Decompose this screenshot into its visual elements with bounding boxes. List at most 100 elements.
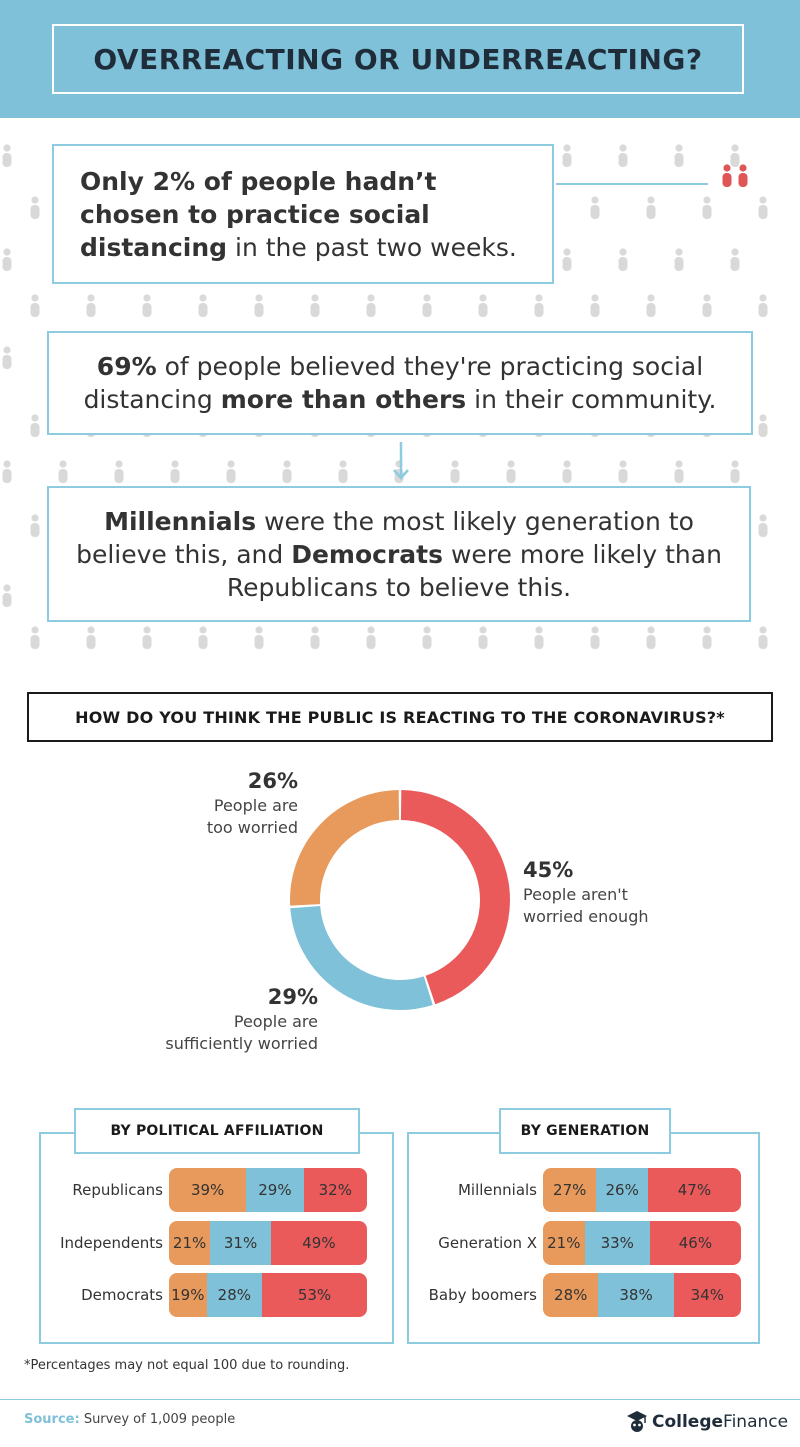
person-icon xyxy=(758,294,768,317)
stacked-bar: 28% 38% 34% xyxy=(543,1273,741,1317)
person-icon xyxy=(226,460,236,483)
person-icon xyxy=(170,460,180,483)
person-icon xyxy=(422,626,432,649)
person-icon xyxy=(86,626,96,649)
question-title: HOW DO YOU THINK THE PUBLIC IS REACTING … xyxy=(75,707,725,727)
donut-label-line1: People are xyxy=(213,796,298,815)
person-icon xyxy=(758,514,768,537)
stat3-bold-democrats: Democrats xyxy=(291,540,444,569)
person-icon xyxy=(2,584,12,607)
panel-title-political: BY POLITICAL AFFILIATION xyxy=(74,1108,360,1154)
bar-segment: 28% xyxy=(206,1273,263,1317)
bar-segment: 38% xyxy=(598,1273,674,1317)
person-icon xyxy=(730,460,740,483)
person-icon-highlight xyxy=(738,164,748,187)
donut-label-pct: 29% xyxy=(267,985,318,1009)
person-icon xyxy=(198,294,208,317)
stat-box-more-than-others: 69% of people believed they're practicin… xyxy=(47,331,753,435)
graduation-cap-icon xyxy=(627,1411,647,1432)
stat3-bold-millennials: Millennials xyxy=(104,507,257,536)
person-icon xyxy=(366,294,376,317)
person-icon xyxy=(758,626,768,649)
person-icon xyxy=(590,196,600,219)
bar-segment: 49% xyxy=(270,1221,367,1265)
donut-slice-0 xyxy=(400,790,510,1005)
panel-title-generation: BY GENERATION xyxy=(499,1108,671,1154)
person-icon xyxy=(450,460,460,483)
bar-segment: 31% xyxy=(210,1221,271,1265)
donut-label-pct: 45% xyxy=(523,858,574,882)
stat2-bold-phrase: more than others xyxy=(220,385,467,414)
person-icon xyxy=(142,626,152,649)
donut-chart xyxy=(290,790,510,1010)
header-title-box: OVERREACTING OR UNDERREACTING? xyxy=(52,24,744,94)
source-label: Source: xyxy=(24,1412,80,1427)
donut-label-not-enough: 45% People aren't worried enough xyxy=(523,856,723,928)
stat2-text-mid: of people believed they're practicing so… xyxy=(83,352,704,414)
person-icon xyxy=(646,626,656,649)
political-affiliation-panel: BY POLITICAL AFFILIATION Republicans 39% 2… xyxy=(39,1108,394,1344)
brand-logo: CollegeFinance xyxy=(626,1408,788,1436)
donut-label-sufficient: 29% People are sufficiently worried xyxy=(100,983,318,1055)
person-icon xyxy=(702,626,712,649)
person-icon xyxy=(30,196,40,219)
person-icon xyxy=(58,460,68,483)
brand-name: CollegeFinance xyxy=(652,1412,788,1432)
stat-box-millennials-democrats: Millennials were the most likely generat… xyxy=(47,486,751,622)
bar-segment: 21% xyxy=(543,1221,585,1265)
row-label: Generation X xyxy=(438,1234,537,1252)
person-icon xyxy=(730,144,740,167)
person-icon xyxy=(2,346,12,369)
question-box: HOW DO YOU THINK THE PUBLIC IS REACTING … xyxy=(27,692,773,742)
generation-panel: BY GENERATION Millennials 27% 26% 47% Genera… xyxy=(407,1108,760,1344)
stacked-bar: 21% 33% 46% xyxy=(543,1221,741,1265)
bar-segment: 47% xyxy=(647,1168,741,1212)
person-icon xyxy=(674,248,684,271)
person-icon xyxy=(254,626,264,649)
footer-divider xyxy=(0,1399,800,1400)
bar-segment: 29% xyxy=(246,1168,304,1212)
person-icon xyxy=(2,248,12,271)
person-icon xyxy=(282,460,292,483)
person-icon xyxy=(198,626,208,649)
stacked-bar: 19% 28% 53% xyxy=(169,1273,367,1317)
bar-segment: 33% xyxy=(584,1221,650,1265)
stacked-bar: 21% 31% 49% xyxy=(169,1221,367,1265)
source-text: Survey of 1,009 people xyxy=(79,1412,236,1427)
person-icon xyxy=(618,144,628,167)
stat2-bold-percent: 69% xyxy=(96,352,157,381)
bar-segment: 32% xyxy=(303,1168,367,1212)
person-icon xyxy=(758,196,768,219)
person-icon xyxy=(254,294,264,317)
person-icon xyxy=(30,294,40,317)
person-icon xyxy=(618,248,628,271)
person-icon xyxy=(30,626,40,649)
person-icon xyxy=(86,294,96,317)
person-icon xyxy=(2,144,12,167)
header-banner: OVERREACTING OR UNDERREACTING? xyxy=(0,0,800,118)
person-icon xyxy=(506,460,516,483)
bar-segment: 53% xyxy=(262,1273,367,1317)
person-icon xyxy=(590,626,600,649)
person-icon xyxy=(730,248,740,271)
row-label: Independents xyxy=(60,1234,163,1252)
person-icon xyxy=(366,626,376,649)
person-icon xyxy=(422,294,432,317)
stacked-bar: 39% 29% 32% xyxy=(169,1168,367,1212)
person-icon xyxy=(562,460,572,483)
person-icon xyxy=(674,460,684,483)
stat3-text-mid: were the most likely generation to belie… xyxy=(76,507,694,569)
stat-box-social-distancing: Only 2% of people hadn’t chosen to pract… xyxy=(52,144,554,284)
person-icon xyxy=(646,196,656,219)
person-icon xyxy=(618,460,628,483)
donut-label-too-worried: 26% People are too worried xyxy=(160,767,298,839)
person-icon xyxy=(646,294,656,317)
stat3-text-end: were more likely than Republicans to bel… xyxy=(226,540,722,602)
footnote: *Percentages may not equal 100 due to ro… xyxy=(24,1358,350,1373)
person-icon xyxy=(310,626,320,649)
stacked-bar: 27% 26% 47% xyxy=(543,1168,741,1212)
row-label: Democrats xyxy=(81,1286,163,1304)
bar-segment: 21% xyxy=(169,1221,211,1265)
bar-segment: 19% xyxy=(169,1273,207,1317)
donut-slice-1 xyxy=(290,905,433,1010)
